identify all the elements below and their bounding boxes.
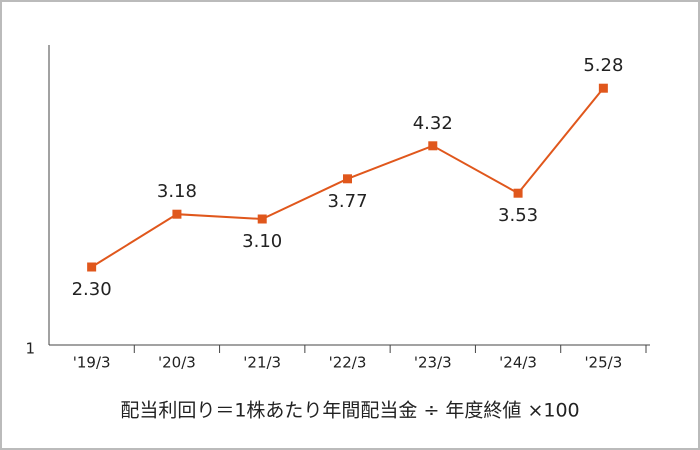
point	[172, 209, 182, 219]
x-tick-label: '24/3	[499, 354, 537, 372]
point	[87, 262, 97, 272]
y-tick-label: 1	[25, 340, 35, 358]
point	[598, 83, 608, 93]
point	[428, 141, 438, 151]
value-label: 2.30	[72, 279, 112, 300]
point	[513, 188, 523, 198]
x-tick-label: '23/3	[414, 354, 452, 372]
footnote: 配当利回り＝1株あたり年間配当金 ÷ 年度終値 ×100	[120, 400, 579, 422]
x-tick-label: '22/3	[329, 354, 367, 372]
point	[343, 174, 352, 184]
value-label: 5.28	[583, 55, 623, 76]
value-label: 3.10	[242, 231, 282, 252]
point	[257, 214, 267, 224]
value-label: 3.18	[157, 181, 197, 202]
value-label: 3.77	[327, 191, 367, 212]
x-tick-label: '21/3	[243, 354, 281, 372]
x-tick-label: '25/3	[584, 354, 622, 372]
value-label: 3.53	[498, 205, 538, 226]
value-label: 4.32	[413, 113, 453, 134]
x-tick-label: '19/3	[73, 354, 111, 372]
x-tick-label: '20/3	[158, 354, 196, 372]
